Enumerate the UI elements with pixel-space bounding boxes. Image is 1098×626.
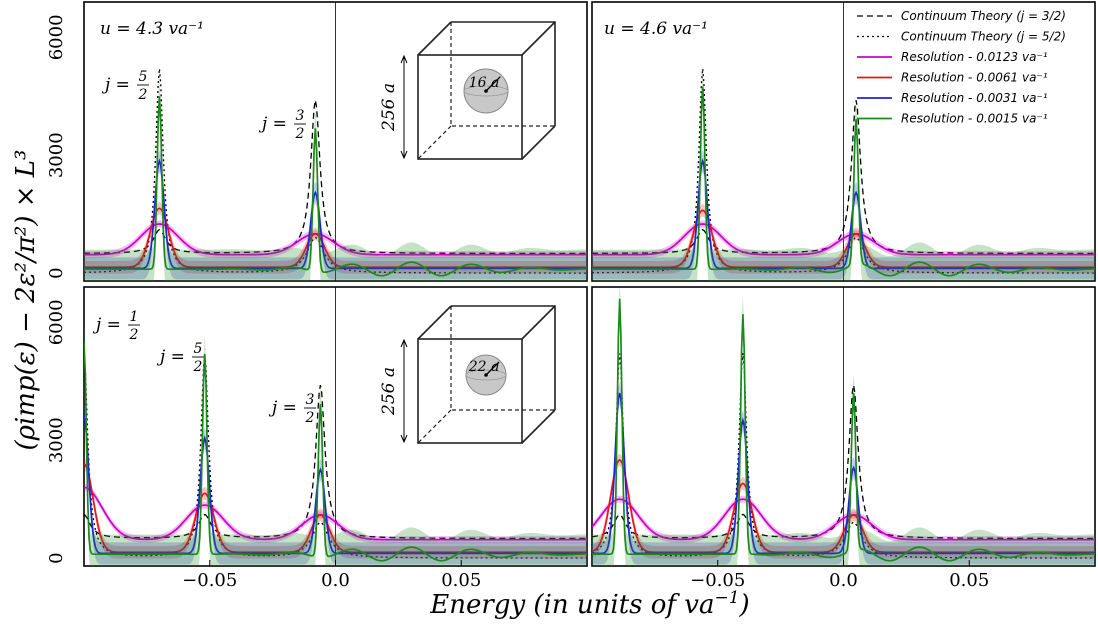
x-tick-label: −0.05: [182, 570, 237, 591]
res4-band: [592, 66, 1095, 281]
res2-band: [592, 204, 1095, 274]
panel-top-right-plot: [592, 2, 1095, 281]
y-tick-label: 3000: [46, 132, 67, 178]
svg-text:2: 2: [138, 87, 148, 103]
continuum-j32-line: [84, 384, 587, 540]
svg-text:j =: j =: [156, 347, 185, 367]
j-label-32-bottom: j = 3 2: [268, 392, 316, 426]
res4-line: [84, 96, 587, 277]
res4-band: [84, 76, 587, 281]
x-tick-label: 0.0: [321, 570, 350, 591]
cube-inset-top: 16 a 256 a: [379, 21, 556, 160]
res4-band: [84, 322, 587, 566]
cube-inset-bottom: 22 a 256 a: [379, 305, 556, 444]
svg-text:j =: j =: [258, 114, 287, 134]
x-tick-label: 0.05: [949, 570, 989, 591]
svg-text:256 a: 256 a: [379, 367, 399, 416]
y-tick-label: 6000: [46, 14, 67, 60]
x-tick-label: 0.0: [829, 570, 858, 591]
res2-line: [84, 463, 587, 554]
y-axis-title: (ρimp(ε) − 2ε²/π²) × L³: [11, 150, 41, 451]
res4-line: [592, 298, 1095, 562]
j-label-52-bottom: j = 5 2: [156, 341, 204, 375]
panel-top-left-title: u = 4.3 va⁻¹: [100, 19, 204, 39]
res2-line: [592, 209, 1095, 269]
svg-text:2: 2: [295, 126, 305, 142]
continuum-j52-line: [84, 68, 587, 274]
res3-band: [592, 382, 1095, 565]
legend-label: Continuum Theory (j = 3/2): [901, 9, 1066, 23]
j-label-12-bottom: j = 1 2: [92, 309, 140, 343]
svg-text:2: 2: [193, 359, 203, 375]
legend-label: Resolution - 0.0123 va⁻¹: [901, 50, 1048, 64]
panel-top-left-plot: [84, 2, 587, 281]
res3-band: [592, 150, 1095, 280]
res2-band: [84, 457, 587, 559]
res1-band: [84, 483, 587, 544]
svg-text:2: 2: [305, 410, 315, 426]
svg-text:1: 1: [130, 309, 139, 325]
svg-text:j =: j =: [101, 75, 130, 95]
svg-text:j =: j =: [92, 315, 121, 335]
y-tick-label: 0: [46, 552, 67, 563]
y-tick-label: 0: [46, 267, 67, 278]
res1-line: [592, 498, 1095, 541]
j-label-52-top: j = 5 2: [101, 69, 149, 103]
svg-text:256 a: 256 a: [379, 83, 399, 132]
svg-text:2: 2: [129, 327, 139, 343]
svg-text:5: 5: [194, 341, 203, 357]
legend-label: Resolution - 0.0031 va⁻¹: [901, 91, 1048, 105]
res1-band: [592, 495, 1095, 544]
res3-band: [84, 405, 587, 565]
continuum-j32-line: [592, 384, 1095, 540]
res4-line: [592, 86, 1095, 277]
panel-bottom-right-plot: [592, 287, 1095, 566]
svg-text:j =: j =: [268, 398, 297, 418]
res2-line: [592, 458, 1095, 554]
res4-band: [592, 287, 1095, 566]
res1-line: [592, 223, 1095, 256]
svg-text:16 a: 16 a: [469, 75, 500, 91]
legend-label: Resolution - 0.0061 va⁻¹: [901, 71, 1048, 85]
svg-text:22 a: 22 a: [468, 359, 500, 375]
panel-top-right-title: u = 4.6 va⁻¹: [604, 19, 708, 39]
j-label-32-top: j = 3 2: [258, 108, 306, 142]
res1-line: [84, 486, 587, 541]
res3-band: [84, 150, 587, 280]
peak-annotations: j = 5 2 j = 3 2 j = 1 2 j = 5 2 j = 3 2: [92, 69, 316, 426]
y-tick-label: 3000: [46, 417, 67, 463]
y-tick-label: 6000: [46, 299, 67, 345]
x-axis-title: Energy (in units of va−1): [429, 588, 749, 620]
res2-line: [84, 207, 587, 269]
x-tick-label: 0.05: [441, 570, 481, 591]
x-tick-label: −0.05: [690, 570, 745, 591]
legend: Continuum Theory (j = 3/2) Continuum Theo…: [857, 9, 1066, 126]
svg-text:5: 5: [139, 69, 148, 85]
res1-band: [592, 220, 1095, 259]
legend-label: Continuum Theory (j = 5/2): [901, 30, 1066, 44]
panel-bottom-left-plot: [84, 287, 587, 566]
res4-line: [84, 341, 587, 562]
legend-label: Resolution - 0.0015 va⁻¹: [901, 112, 1048, 126]
svg-text:3: 3: [306, 392, 315, 408]
svg-text:3: 3: [296, 108, 305, 124]
continuum-j32-line: [592, 100, 1095, 255]
